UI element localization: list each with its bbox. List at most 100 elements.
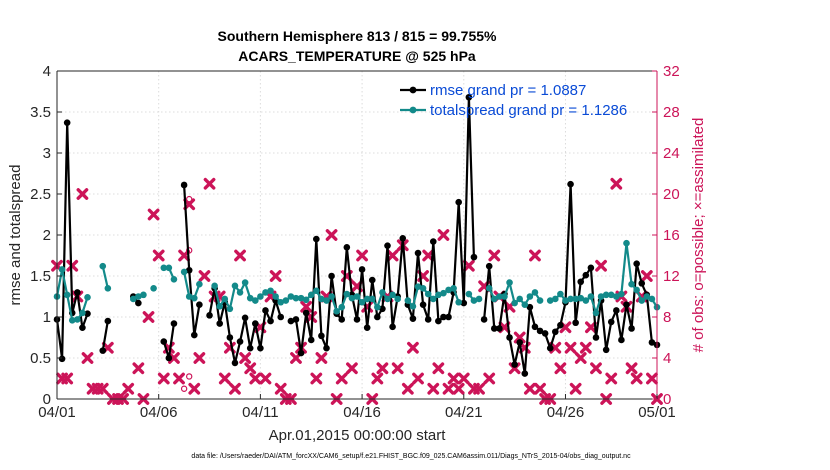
rmse-point bbox=[241, 314, 249, 322]
rmse-point bbox=[602, 346, 610, 354]
y-right-tick-label: 4 bbox=[663, 350, 671, 367]
rmse-point bbox=[252, 320, 259, 327]
obs-assimilated-marker bbox=[534, 382, 546, 395]
obs-assimilated-marker bbox=[483, 372, 496, 385]
tick-labels: 04/01 04/06 04/11 04/16 04/21 04/26 05/0100.51… bbox=[30, 63, 680, 421]
rmse-point bbox=[277, 313, 285, 321]
totalspread-point bbox=[170, 275, 178, 283]
rmse-point bbox=[246, 344, 254, 352]
chart-title: Southern Hemisphere 813 / 815 = 99.755% bbox=[218, 28, 498, 44]
rmse-point bbox=[511, 361, 518, 368]
y-right-tick-label: 16 bbox=[663, 227, 680, 244]
totalspread-point bbox=[490, 295, 498, 303]
rmse-point bbox=[368, 276, 376, 284]
totalspread-point bbox=[58, 266, 66, 273]
obs-assimilated-marker bbox=[325, 229, 338, 241]
totalspread-point bbox=[257, 293, 264, 300]
totalspread-point bbox=[313, 287, 320, 295]
obs-assimilated-marker bbox=[229, 382, 241, 395]
obs-assimilated-marker bbox=[178, 249, 191, 262]
rmse-point bbox=[618, 336, 625, 344]
y-tick-label: 3.5 bbox=[30, 104, 51, 121]
rmse-point bbox=[384, 242, 391, 249]
obs-assimilated-marker bbox=[590, 362, 602, 375]
rmse-point bbox=[399, 234, 407, 242]
rmse-point bbox=[587, 264, 595, 272]
totalspread-point bbox=[68, 316, 76, 324]
x-tick-label: 04/26 bbox=[547, 404, 585, 421]
obs-assimilated-marker bbox=[564, 341, 577, 354]
obs-assimilated-marker bbox=[371, 372, 384, 385]
totalspread-point bbox=[353, 293, 361, 300]
totalspread-point bbox=[79, 309, 86, 317]
totalspread-point bbox=[150, 285, 157, 292]
rmse-point bbox=[440, 313, 447, 321]
totalspread-point bbox=[429, 295, 437, 303]
obs-assimilated-marker bbox=[625, 362, 638, 375]
obs-assimilated-marker bbox=[646, 372, 658, 385]
rmse-point bbox=[226, 334, 234, 341]
rmse-point bbox=[536, 327, 544, 335]
totalspread-point bbox=[379, 289, 386, 296]
totalspread-point bbox=[63, 291, 71, 299]
totalspread-point bbox=[318, 295, 325, 303]
totalspread-point bbox=[333, 307, 340, 315]
totalspread-point bbox=[211, 282, 218, 290]
totalspread-point bbox=[272, 293, 279, 300]
obs-assimilated-marker bbox=[234, 249, 246, 262]
totalspread-point bbox=[445, 286, 452, 294]
chart-subtitle: ACARS_TEMPERATURE @ 525 hPa bbox=[238, 48, 476, 64]
totalspread-point bbox=[292, 294, 300, 302]
obs-assimilated-marker bbox=[605, 372, 618, 385]
obs-assimilated-marker bbox=[401, 382, 414, 395]
obs-assimilated-marker bbox=[168, 352, 180, 364]
obs-assimilated-marker bbox=[356, 249, 368, 262]
rmse-point bbox=[429, 238, 437, 245]
rmse-point bbox=[180, 181, 188, 189]
totalspread-point bbox=[440, 289, 447, 297]
totalspread-point bbox=[196, 280, 203, 288]
obs-assimilated-marker bbox=[335, 372, 348, 385]
totalspread-point bbox=[628, 280, 635, 288]
obs-assimilated-marker bbox=[554, 362, 567, 375]
totalspread-point bbox=[623, 239, 630, 247]
totalspread-point bbox=[363, 295, 371, 303]
rmse-point bbox=[302, 309, 310, 317]
totalspread-point bbox=[572, 295, 579, 303]
rmse-point bbox=[470, 253, 478, 261]
totalspread-point bbox=[297, 294, 305, 302]
rmse-point bbox=[490, 325, 498, 332]
totalspread-point bbox=[277, 298, 285, 306]
rmse-point bbox=[623, 301, 630, 309]
obs-assimilated-marker bbox=[549, 341, 562, 354]
rmse-point bbox=[257, 344, 264, 352]
totalspread-point bbox=[241, 279, 249, 286]
totalspread-point bbox=[287, 293, 295, 300]
obs-possible-marker bbox=[186, 195, 193, 203]
obs-assimilated-marker bbox=[610, 177, 623, 190]
legend-rmse-marker bbox=[409, 86, 417, 94]
totalspread-point bbox=[607, 291, 615, 299]
y-right-tick-label: 0 bbox=[663, 391, 671, 408]
obs-possible-marker bbox=[180, 385, 188, 392]
totalspread-point bbox=[190, 294, 198, 302]
rmse-point bbox=[485, 262, 493, 270]
obs-assimilated-marker bbox=[386, 249, 399, 262]
totalspread-point bbox=[450, 285, 457, 292]
rmse-point bbox=[196, 301, 203, 309]
totalspread-point bbox=[618, 290, 625, 298]
obs-assimilated-marker bbox=[447, 372, 460, 385]
y-tick-label: 0.5 bbox=[30, 350, 51, 367]
obs-assimilated-marker bbox=[523, 382, 536, 395]
rmse-point bbox=[496, 325, 503, 332]
rmse-point bbox=[338, 316, 346, 323]
totalspread-point bbox=[404, 297, 412, 304]
legend-rmse-label: rmse grand pr = 1.0887 bbox=[430, 82, 586, 99]
obs-assimilated-marker bbox=[193, 352, 206, 364]
totalspread-point bbox=[567, 295, 574, 303]
totalspread-point bbox=[368, 295, 376, 303]
totalspread-point bbox=[99, 262, 107, 270]
totalspread-point bbox=[389, 291, 396, 299]
totalspread-point bbox=[282, 297, 290, 304]
rmse-point bbox=[633, 260, 640, 268]
